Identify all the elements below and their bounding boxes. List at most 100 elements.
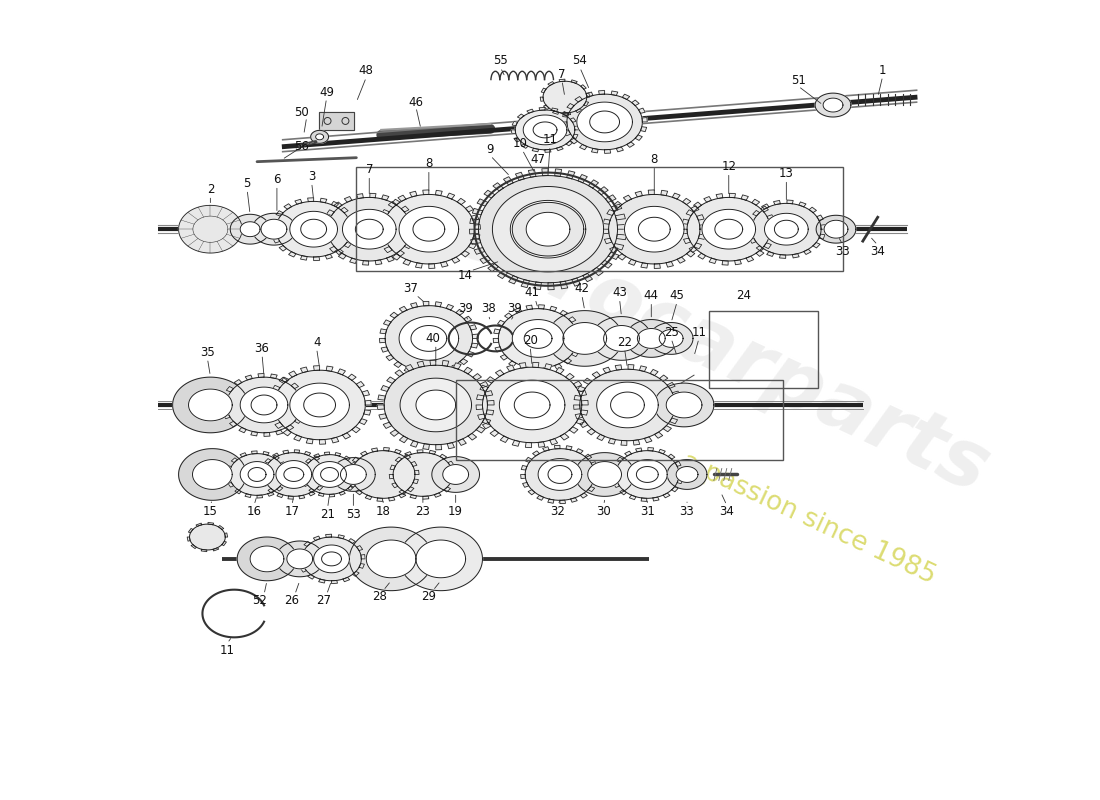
Polygon shape (631, 100, 639, 106)
Text: 23: 23 (416, 505, 430, 518)
Polygon shape (283, 430, 292, 436)
Polygon shape (298, 550, 304, 554)
Polygon shape (593, 479, 598, 483)
Polygon shape (619, 490, 627, 495)
Polygon shape (476, 394, 484, 400)
Polygon shape (365, 495, 372, 500)
Polygon shape (562, 122, 568, 126)
Polygon shape (416, 262, 422, 268)
Polygon shape (473, 234, 480, 239)
Polygon shape (573, 405, 580, 410)
Polygon shape (355, 219, 383, 239)
Polygon shape (683, 238, 691, 244)
Polygon shape (298, 559, 302, 563)
Polygon shape (382, 195, 388, 200)
Polygon shape (612, 91, 618, 95)
Polygon shape (298, 391, 305, 396)
Text: eurocarparts: eurocarparts (437, 191, 1001, 510)
Polygon shape (572, 278, 581, 286)
Polygon shape (417, 362, 425, 367)
Polygon shape (251, 431, 257, 436)
Polygon shape (498, 309, 578, 368)
Polygon shape (393, 199, 400, 205)
Text: 7: 7 (365, 163, 373, 176)
Polygon shape (187, 537, 190, 541)
Text: 8: 8 (650, 153, 658, 166)
Polygon shape (584, 102, 588, 106)
Polygon shape (604, 238, 612, 244)
Polygon shape (587, 462, 621, 487)
Polygon shape (477, 199, 487, 206)
Polygon shape (353, 478, 358, 483)
Polygon shape (471, 214, 478, 220)
Polygon shape (499, 380, 565, 430)
Polygon shape (295, 418, 301, 423)
Polygon shape (786, 200, 793, 204)
Polygon shape (770, 225, 776, 229)
Polygon shape (654, 264, 660, 269)
Polygon shape (674, 401, 681, 405)
Polygon shape (326, 254, 332, 259)
Polygon shape (326, 534, 331, 538)
Polygon shape (500, 354, 508, 360)
Polygon shape (447, 193, 454, 199)
Polygon shape (614, 243, 624, 250)
Polygon shape (668, 459, 707, 490)
Text: 52: 52 (253, 594, 267, 607)
Polygon shape (704, 197, 712, 202)
Polygon shape (672, 391, 680, 397)
Polygon shape (541, 88, 546, 93)
Polygon shape (579, 390, 586, 396)
Polygon shape (412, 479, 418, 484)
Polygon shape (522, 482, 529, 487)
Text: a passion since 1985: a passion since 1985 (676, 449, 939, 590)
Polygon shape (519, 362, 526, 368)
Polygon shape (532, 451, 539, 456)
Polygon shape (551, 108, 558, 111)
Polygon shape (608, 438, 616, 444)
Polygon shape (485, 390, 493, 396)
Polygon shape (672, 486, 678, 492)
Text: 4: 4 (312, 336, 320, 349)
Polygon shape (493, 186, 604, 272)
Polygon shape (581, 493, 587, 498)
Polygon shape (764, 214, 808, 245)
Polygon shape (410, 302, 418, 308)
Polygon shape (605, 150, 610, 154)
Polygon shape (574, 126, 579, 130)
Polygon shape (572, 351, 579, 357)
Polygon shape (590, 111, 619, 133)
Text: 39: 39 (507, 302, 521, 315)
Polygon shape (295, 450, 299, 453)
Polygon shape (487, 264, 498, 272)
Polygon shape (267, 492, 274, 496)
Polygon shape (716, 194, 723, 198)
Polygon shape (608, 194, 700, 264)
Polygon shape (773, 201, 780, 205)
Polygon shape (642, 118, 647, 122)
Polygon shape (309, 491, 315, 496)
Polygon shape (407, 486, 414, 492)
Polygon shape (824, 220, 848, 238)
Polygon shape (517, 114, 524, 118)
Polygon shape (497, 320, 505, 326)
Polygon shape (592, 148, 598, 153)
Polygon shape (330, 246, 338, 252)
Polygon shape (372, 448, 377, 452)
Polygon shape (615, 214, 626, 220)
Polygon shape (573, 381, 582, 387)
Polygon shape (377, 229, 384, 234)
Polygon shape (416, 390, 455, 420)
Polygon shape (316, 134, 323, 140)
Polygon shape (411, 326, 447, 351)
Polygon shape (576, 418, 584, 425)
Polygon shape (260, 474, 264, 478)
Polygon shape (486, 410, 494, 415)
Polygon shape (652, 497, 659, 501)
Polygon shape (258, 374, 264, 378)
Polygon shape (341, 207, 349, 213)
Polygon shape (363, 261, 368, 265)
Polygon shape (592, 372, 601, 378)
Polygon shape (565, 113, 571, 115)
Polygon shape (359, 563, 364, 568)
